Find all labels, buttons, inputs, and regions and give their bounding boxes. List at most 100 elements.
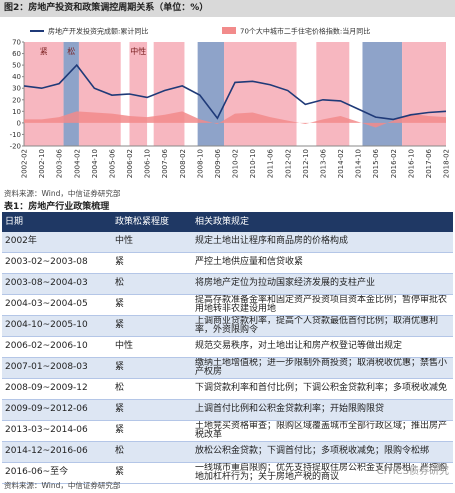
- x-tick-label: 2003-06: [56, 148, 64, 178]
- policy-band: [78, 42, 121, 146]
- y-tick-label: 70: [12, 39, 21, 47]
- x-tick-label: 2004-02: [73, 149, 81, 178]
- x-tick-label: 2010-10: [249, 149, 257, 178]
- table-cell: 2013-03~2014-06: [2, 420, 112, 442]
- table-cell: 2007-01~2008-03: [2, 357, 112, 379]
- y-tick-label: -20: [10, 143, 21, 151]
- table-cell: 松: [112, 378, 192, 400]
- policy-band: [362, 42, 403, 146]
- table-cell: 2014-12~2016-06: [2, 441, 112, 463]
- table-cell: 中性: [112, 336, 192, 358]
- x-tick-label: 2009-06: [214, 148, 222, 178]
- table-row: 2013-03~2014-06 紧土地竞买资格审查；限购区域覆盖城市全部行政区域；…: [2, 420, 453, 442]
- legend-label: 70个大中城市二手住宅价格指数:当月同比: [240, 27, 370, 36]
- table-cell: 紧: [112, 315, 192, 337]
- figure-source: 资料来源：Wind，中信证券研究部: [4, 189, 121, 198]
- x-tick-label: 2006-10: [144, 149, 152, 178]
- table-row: 2004-10~2005-10 紧上调商业贷款利率，提高个人贷款最低首付比例；取消…: [2, 315, 453, 337]
- header-cell: 政策松紧程度: [112, 212, 192, 232]
- x-tick-label: 2002-10: [38, 149, 46, 178]
- table-header: 日期 政策松紧程度 相关政策规定: [2, 212, 453, 232]
- table-cell: 紧: [112, 252, 192, 274]
- table-cell: 紧: [112, 420, 192, 442]
- table-cell: 土地竞买资格审查；限购区域覆盖城市全部行政区域；推出房产税改革: [192, 420, 453, 442]
- table-cell: 中性: [112, 232, 192, 253]
- y-tick-label: -10: [10, 131, 21, 139]
- table-row: 2007-01~2008-03 紧缴纳土地增值税；进一步限制外商投资；取消税收优惠…: [2, 357, 453, 379]
- figure-caption: 图2：房地产投资和政策调控周期关系（单位：%）: [0, 0, 455, 17]
- table-cell: 2004-03~2004-05: [2, 294, 112, 316]
- legend-label: 房地产开发投资完成额:累计同比: [48, 27, 148, 36]
- table-cell: 2016-06~至今: [2, 462, 112, 484]
- x-tick-label: 2014-02: [337, 149, 345, 178]
- area: [24, 111, 446, 128]
- table-cell: 上调商业贷款利率，提高个人贷款最低首付比例；取消优惠利率，外资限购令: [192, 315, 453, 337]
- y-tick-label: 60: [12, 50, 21, 58]
- table-cell: 规定土地出让程序和商品房的价格构成: [192, 232, 453, 253]
- table-cell: 紧: [112, 357, 192, 379]
- header-cell: 相关政策规定: [192, 212, 453, 232]
- policy-band: [197, 42, 225, 146]
- policy-band: [153, 42, 185, 146]
- table-cell: 2006-02~2006-10: [2, 336, 112, 358]
- band-label: 中性: [130, 46, 146, 56]
- table-row: 2014-12~2016-06 松放松公积金贷款；下调首付比；多项税收减免；限购令…: [2, 441, 453, 463]
- table-cell: 上调首付比例和公积金贷款利率；开始限购限贷: [192, 399, 453, 421]
- table-row: 2008-09~2009-12 松下调贷款利率和首付比例；下调公积金贷款利率；多项…: [2, 378, 453, 400]
- table-cell: 2003-02~2003-08: [2, 252, 112, 274]
- x-tick-label: 2016-02: [390, 149, 398, 178]
- y-tick-label: 20: [12, 96, 21, 104]
- x-tick-label: 2010-02: [232, 149, 240, 178]
- chart: 紧 松 中性 -20 -10 0 10 20 30 40 50 60 70 2002-02 2002-10 2…: [10, 27, 451, 179]
- table-cell: 将房地产定位为拉动国家经济发展的支柱产业: [192, 273, 453, 295]
- x-tick-label: 2017-06: [425, 148, 433, 178]
- table-row: 2003-08~2004-03 松将房地产定位为拉动国家经济发展的支柱产业: [2, 273, 453, 295]
- table-row: 2016-06~至今紧一线城市重启限购；优先支持提取住房公积金支付房租；严控购地…: [2, 462, 453, 484]
- x-tick-label: 2008-10: [196, 149, 204, 178]
- band-label: 紧: [40, 47, 48, 56]
- policy-band: [224, 42, 297, 146]
- table-cell: 2004-10~2005-10: [2, 315, 112, 337]
- table-row: 2003-02~2003-08 紧严控土地供应量和信贷收紧: [2, 252, 453, 274]
- watermark: CITICS债券研究: [376, 466, 449, 477]
- table-row: 2006-02~2006-10 中性 规范交易秩序，对土地出让和房产权登记等做出规定: [2, 336, 453, 358]
- table-cell: 放松公积金贷款；下调首付比；多项税收减免；限购令松绑: [192, 441, 453, 463]
- x-tick-label: 2011-06: [267, 148, 275, 178]
- table-cell: 一线城市重启限购；优先支持提取住房公积金支付房租；严控购地加杠杆行为；关于房地产…: [192, 462, 453, 484]
- legend-swatch: [222, 27, 236, 34]
- y-tick-label: 30: [12, 85, 21, 93]
- y-tick-label: 40: [12, 73, 21, 81]
- x-tick-label: 2012-10: [302, 149, 310, 178]
- table-row: 2009-09~2012-06 紧上调首付比例和公积金贷款利率；开始限购限贷: [2, 399, 453, 421]
- x-tick-label: 2008-02: [179, 149, 187, 178]
- table-cell: 紧: [112, 399, 192, 421]
- table-source: 资料来源：Wind，中信证券研究部: [4, 481, 121, 490]
- x-tick-label: 2007-06: [161, 148, 169, 178]
- table-cell: 下调贷款利率和首付比例；下调公积金贷款利率；多项税收减免: [192, 378, 453, 400]
- x-tick-label: 2015-06: [372, 148, 380, 178]
- table-cell: 松: [112, 273, 192, 295]
- table-row: 2004-03~2004-05 紧提高存款准备金率和固定资产投资项目资本金比例；暂…: [2, 294, 453, 316]
- table-cell: 2008-09~2009-12: [2, 378, 112, 400]
- policy-table: 日期 政策松紧程度 相关政策规定 2002年 中性 规定土地出让程序和商品房的价格构成 2…: [2, 212, 453, 484]
- table-cell: 提高存款准备金率和固定资产投资项目资本金比例；暂停审批农用地转非农建设用地: [192, 294, 453, 316]
- x-tick-label: 2004-10: [91, 149, 99, 178]
- table-cell: 松: [112, 441, 192, 463]
- table-cell: 紧: [112, 462, 192, 484]
- table-cell: 缴纳土地增值税；进一步限制外商投资；取消税收优惠；禁售小产权房: [192, 357, 453, 379]
- policy-band: [63, 42, 79, 146]
- x-tick-label: 2014-10: [355, 149, 363, 178]
- band-label: 松: [67, 46, 75, 56]
- y-tick-label: 50: [12, 62, 21, 70]
- table-cell: 规范交易秩序，对土地出让和房产权登记等做出规定: [192, 336, 453, 358]
- table-cell: 紧: [112, 294, 192, 316]
- x-tick-label: 2012-02: [284, 149, 292, 178]
- y-tick-label: 0: [17, 119, 21, 127]
- table-cell: 2002年: [2, 232, 112, 253]
- y-tick-label: 10: [12, 108, 21, 116]
- policy-band: [316, 42, 350, 146]
- header-cell: 日期: [2, 212, 112, 232]
- policy-band: [24, 42, 64, 146]
- line: [23, 63, 447, 121]
